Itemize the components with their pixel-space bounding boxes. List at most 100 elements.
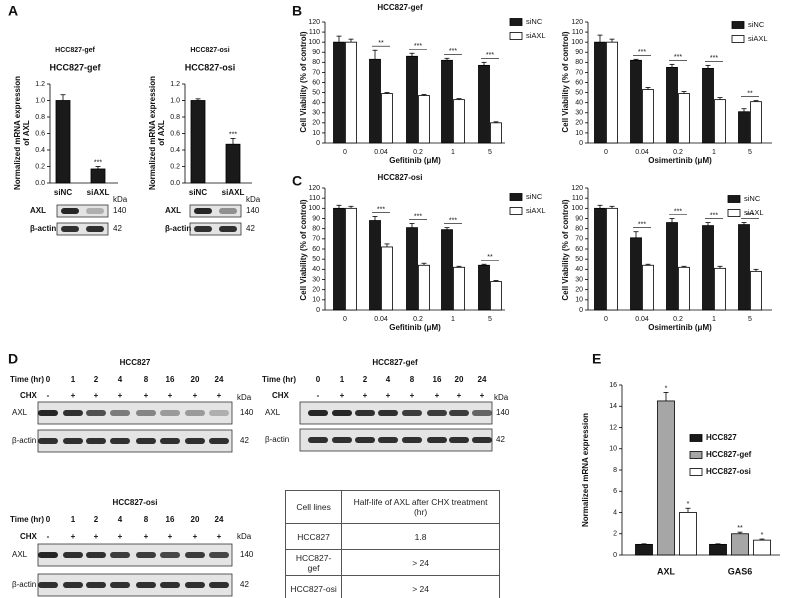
- treatment-label: CHX: [272, 391, 290, 400]
- y-tick-label: 120: [308, 185, 320, 192]
- bar: [345, 41, 357, 144]
- time-value: 1: [340, 375, 345, 384]
- kda-label: kDa: [237, 393, 252, 402]
- bar: [630, 237, 642, 311]
- y-tick-label: 60: [312, 79, 320, 86]
- y-tick-label: 0.6: [170, 130, 180, 137]
- blot-band: [209, 438, 229, 444]
- y-tick-label: 110: [572, 29, 583, 36]
- y-tick-label: 90: [312, 49, 320, 56]
- table-cell: HCC827-osi: [284, 575, 343, 598]
- x-tick-label: GAS6: [728, 566, 753, 576]
- y-tick-label: 20: [575, 120, 583, 127]
- y-tick-label: 90: [575, 215, 583, 222]
- bar: [630, 59, 642, 144]
- blot-band: [136, 552, 156, 558]
- bar: [441, 59, 453, 144]
- chart-subtitle: HCC827-osi: [190, 47, 229, 54]
- blot-row-label: AXL: [30, 206, 46, 215]
- treatment-value: -: [47, 532, 50, 541]
- treatment-value: -: [317, 391, 320, 400]
- x-tick-label: 0.2: [673, 316, 683, 323]
- legend-label: HCC827-gef: [706, 450, 752, 459]
- kda-value: 140: [113, 206, 127, 215]
- x-tick-label: 0.2: [673, 149, 683, 156]
- bar: [657, 400, 675, 556]
- y-tick-label: 0: [316, 140, 320, 147]
- treatment-value: +: [480, 391, 485, 400]
- time-value: 20: [455, 375, 464, 384]
- treatment-value: +: [340, 391, 345, 400]
- blot-band: [38, 582, 58, 588]
- y-tick-label: 50: [312, 89, 320, 96]
- blot-row-label: AXL: [12, 408, 28, 417]
- time-label: Time (hr): [262, 375, 296, 384]
- blot-band: [472, 410, 492, 416]
- time-value: 8: [144, 515, 149, 524]
- y-axis-label: Cell Viability (% of control): [560, 199, 570, 301]
- y-tick-label: 120: [308, 19, 320, 26]
- y-axis-label: Cell Viability (% of control): [298, 199, 308, 301]
- x-tick-label: 0.04: [635, 149, 649, 156]
- time-value: 0: [46, 515, 51, 524]
- time-value: 2: [94, 515, 99, 524]
- time-value: 24: [215, 515, 224, 524]
- y-tick-label: 6: [613, 488, 617, 495]
- bar: [594, 41, 606, 144]
- time-value: 2: [363, 375, 368, 384]
- y-tick-label: 100: [308, 205, 320, 212]
- y-tick-label: 30: [575, 110, 583, 117]
- bar: [709, 543, 727, 556]
- time-value: 4: [118, 375, 123, 384]
- y-axis-label: Cell Viability (% of control): [560, 31, 570, 133]
- table-header-cell: Cell lines: [284, 490, 343, 524]
- bar: [453, 266, 465, 311]
- bar: [369, 220, 381, 311]
- bar: [453, 99, 465, 144]
- blot-row-label: AXL: [165, 206, 181, 215]
- blot-row-label: β-actin: [12, 580, 36, 589]
- time-value: 20: [191, 515, 200, 524]
- y-tick-label: 80: [312, 226, 320, 233]
- bar: [750, 101, 762, 144]
- kda-label: kDa: [113, 195, 128, 204]
- blot-band: [160, 438, 180, 444]
- x-tick-label: 1: [712, 316, 716, 323]
- y-tick-label: 0.2: [170, 163, 180, 170]
- significance: ***: [674, 54, 682, 61]
- significance: ***: [414, 213, 422, 220]
- time-value: 24: [478, 375, 487, 384]
- blot-band: [402, 437, 422, 443]
- panel-label: C: [292, 173, 302, 189]
- kda-value: 140: [246, 206, 260, 215]
- y-tick-label: 40: [575, 266, 583, 273]
- panel-label: D: [8, 351, 18, 367]
- blot-band: [86, 410, 106, 416]
- table-cell: HCC827: [284, 523, 343, 550]
- panel-label: B: [292, 3, 302, 19]
- x-tick-label: AXL: [657, 566, 676, 576]
- bar: [714, 99, 726, 144]
- blot-band: [308, 437, 328, 443]
- bar: [606, 41, 618, 144]
- y-tick-label: 1.2: [35, 81, 45, 88]
- significance: ***: [710, 212, 718, 219]
- legend-label: HCC827: [706, 433, 737, 442]
- bar: [678, 266, 690, 311]
- significance: ***: [94, 159, 102, 166]
- table-header-cell: Half-life of AXL after CHX treatment (hr…: [341, 490, 500, 524]
- blot-band: [332, 410, 352, 416]
- bar: [678, 93, 690, 144]
- blot-band: [209, 582, 229, 588]
- y-tick-label: 10: [312, 130, 320, 137]
- time-value: 1: [71, 515, 76, 524]
- y-tick-label: 0.0: [35, 180, 45, 187]
- blot-band: [185, 438, 205, 444]
- blot-band: [86, 438, 106, 444]
- y-tick-label: 1.2: [170, 81, 180, 88]
- blot-band: [185, 552, 205, 558]
- time-value: 8: [144, 375, 149, 384]
- bar: [441, 229, 453, 311]
